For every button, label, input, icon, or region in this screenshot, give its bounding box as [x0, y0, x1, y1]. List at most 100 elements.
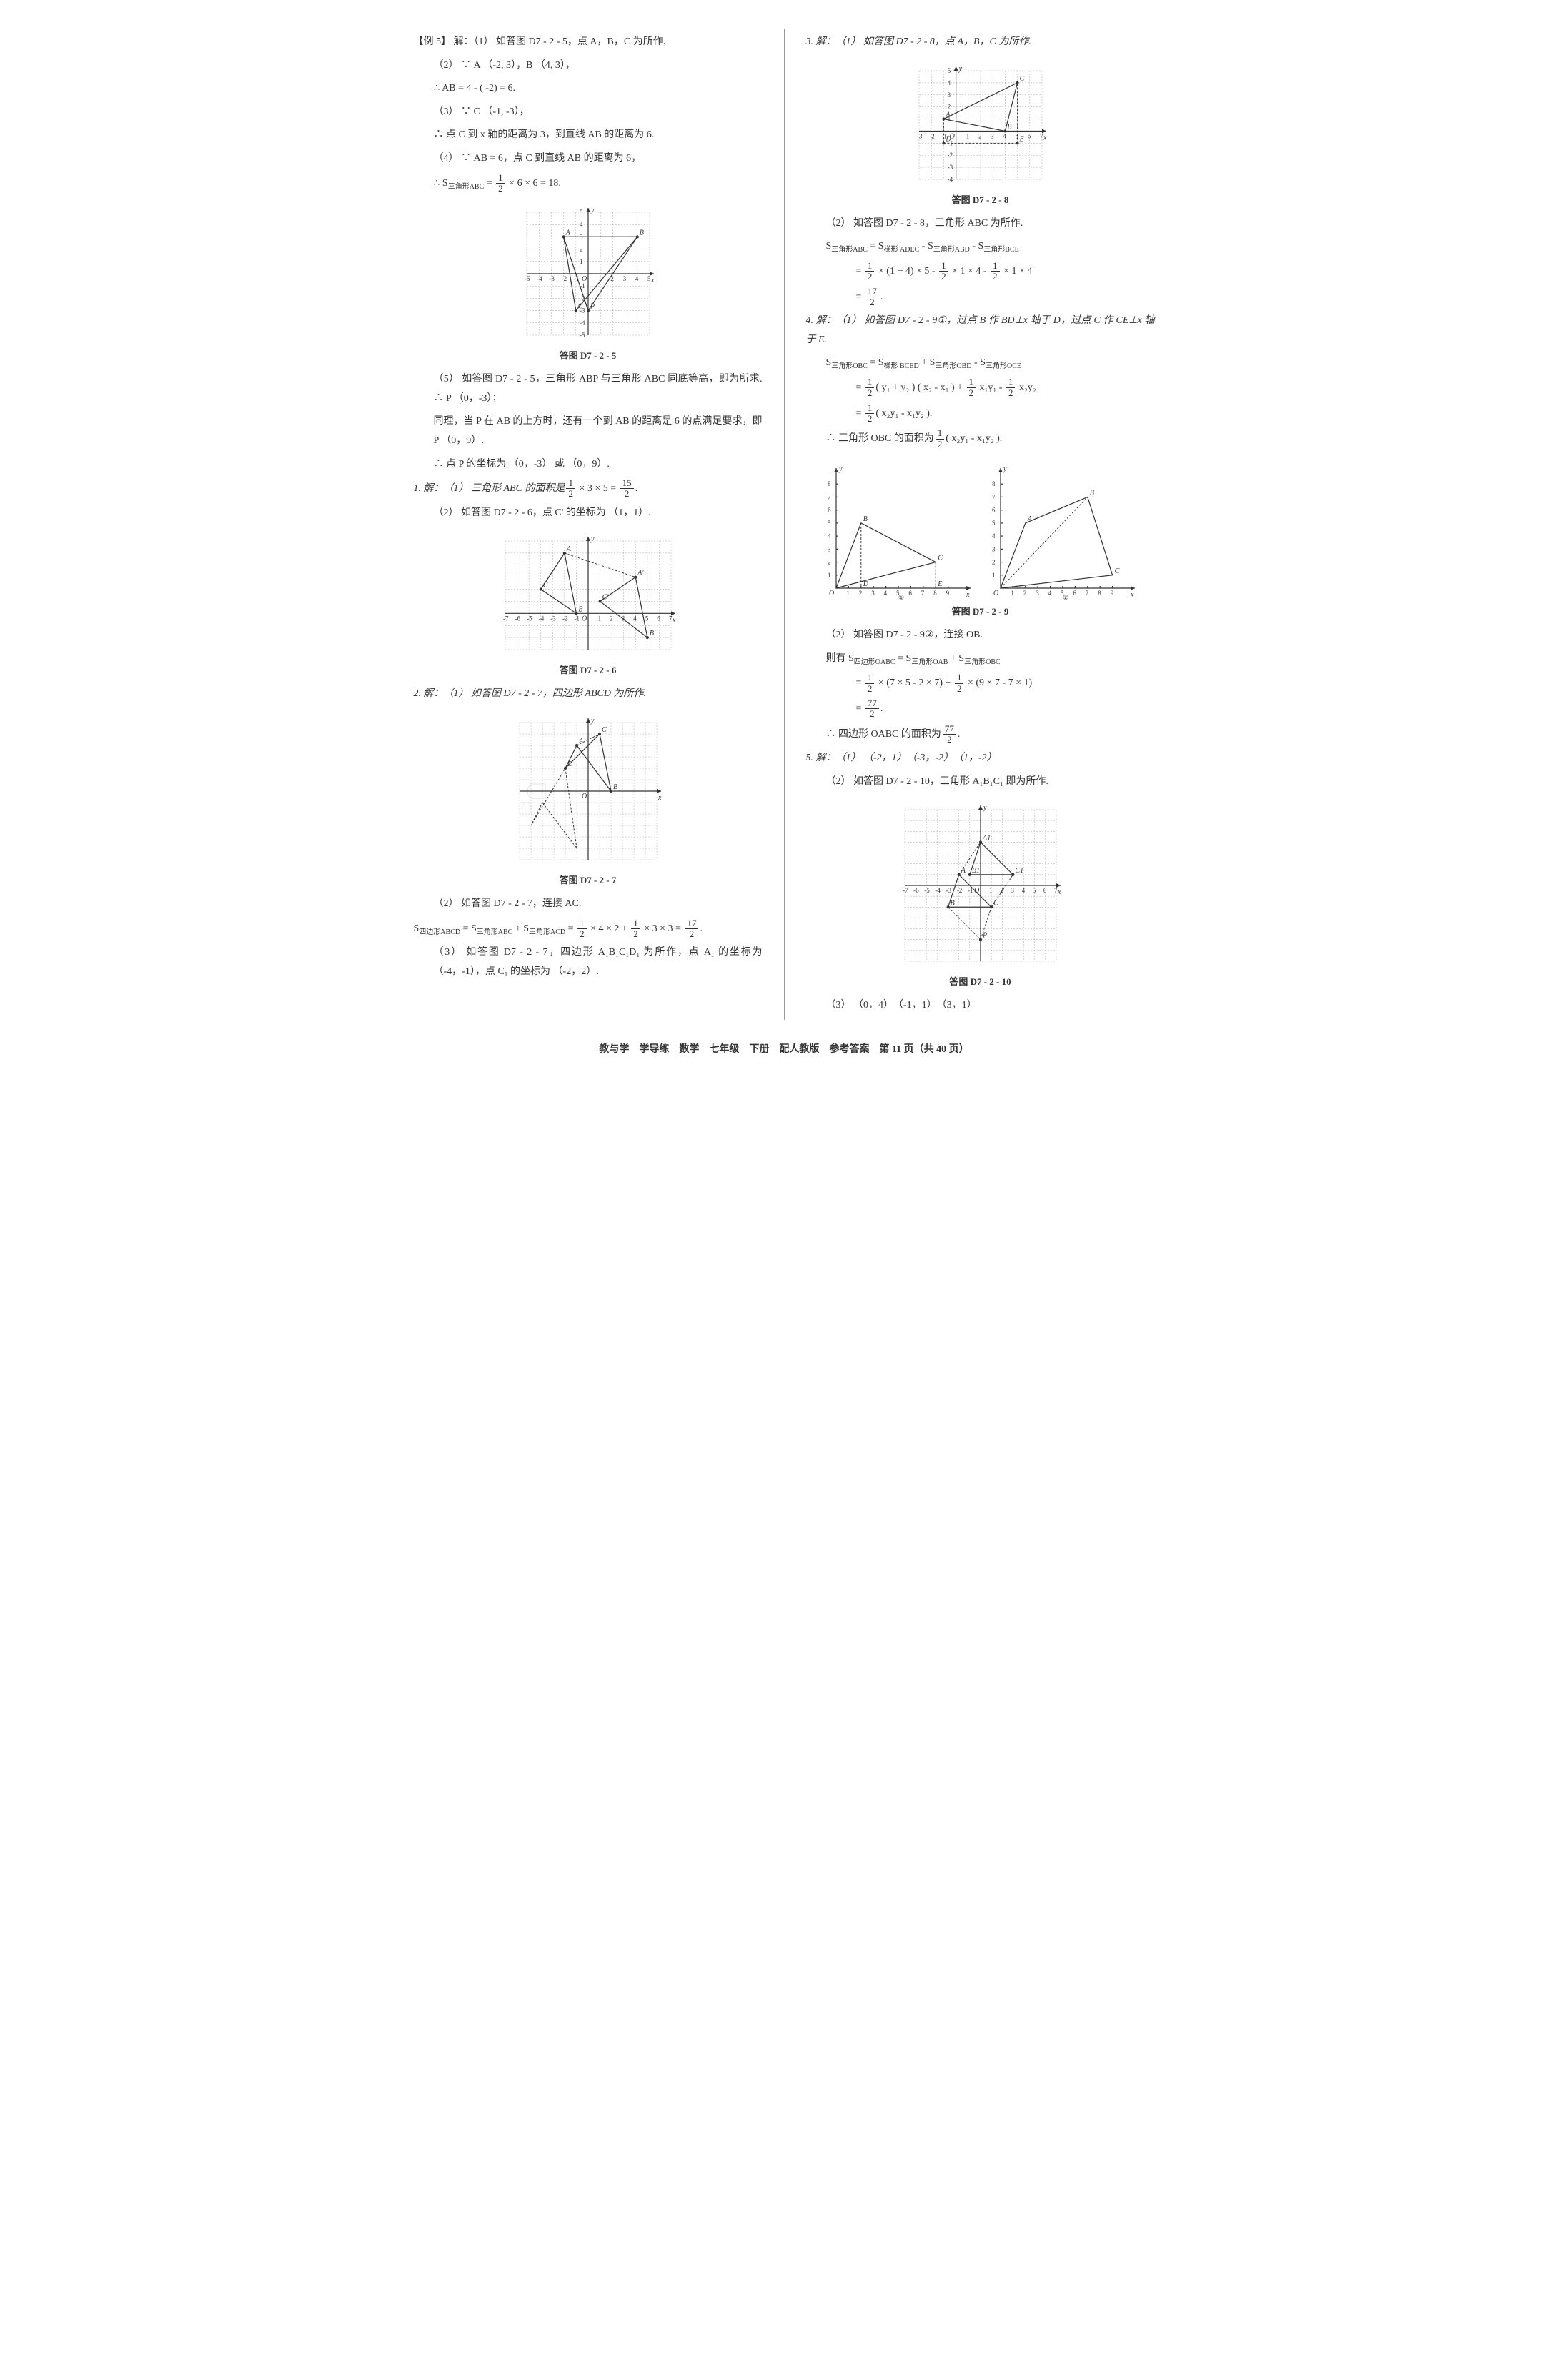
figure-d7-2-8: xyO-3-2-11234567-4-3-2-112345ABCDE 答图 D7… [806, 61, 1155, 206]
svg-text:y: y [1003, 465, 1007, 473]
svg-text:1: 1 [846, 590, 850, 597]
svg-text:4: 4 [828, 532, 831, 540]
svg-text:2: 2 [610, 615, 613, 622]
svg-text:C: C [602, 726, 607, 734]
q3-line2: （2） 如答图 D7 - 2 - 8，三角形 ABC 为所作. [806, 214, 1155, 234]
svg-text:-2: -2 [561, 275, 567, 282]
svg-text:4: 4 [635, 275, 638, 282]
svg-text:O: O [582, 615, 587, 623]
svg-text:E: E [1018, 135, 1023, 143]
svg-text:C1: C1 [1015, 867, 1023, 875]
svg-text:4: 4 [883, 590, 887, 597]
svg-text:2: 2 [1023, 590, 1026, 597]
svg-text:x: x [966, 591, 970, 599]
svg-text:y: y [590, 535, 595, 543]
svg-text:x: x [658, 794, 662, 802]
right-column: 3. 解：（1） 如答图 D7 - 2 - 8，点 A，B，C 为所作. xyO… [806, 29, 1155, 1020]
svg-text:2: 2 [1000, 887, 1003, 894]
svg-text:B: B [613, 783, 617, 791]
svg-text:7: 7 [1054, 887, 1058, 894]
svg-text:B: B [1089, 489, 1093, 497]
svg-text:E: E [937, 580, 942, 588]
svg-text:7: 7 [669, 615, 673, 622]
svg-text:6: 6 [1043, 887, 1046, 894]
svg-text:3: 3 [1036, 590, 1039, 597]
q3-eq3: = 172. [856, 287, 1155, 308]
figure-d7-2-7: xyOABCD zy 答图 D7 - 2 - 7 [414, 713, 763, 886]
svg-text:C: C [1114, 567, 1119, 575]
ex5-line2: （2） ∵ A （-2, 3），B （4, 3）， [414, 56, 763, 76]
fig5-caption: 答图 D7 - 2 - 5 [414, 348, 763, 362]
svg-text:-5: -5 [525, 275, 530, 282]
q4b-eq2: = 12 × (7 × 5 - 2 × 7) + 12 × (9 × 7 - 7… [856, 673, 1155, 694]
svg-text:5: 5 [580, 209, 583, 216]
q1-line1: 1. 解：（1） 三角形 ABC 的面积是12 × 3 × 5 = 152. [414, 478, 763, 500]
ex5-line8: 同理，当 P 在 AB 的上方时，还有一个到 AB 的距离是 6 的点满足要求，… [414, 412, 763, 450]
svg-text:A': A' [637, 570, 644, 577]
ex5-line6: （4） ∵ AB = 6，点 C 到直线 AB 的距离为 6， [414, 149, 763, 169]
svg-text:y: y [590, 207, 595, 214]
svg-text:y: y [838, 465, 843, 473]
fig7-svg: xyOABCD zy [510, 713, 667, 870]
svg-text:2: 2 [992, 558, 996, 565]
text: 1. 解：（1） 三角形 ABC 的面积是 [414, 483, 565, 494]
svg-text:-7: -7 [903, 887, 908, 894]
svg-text:3: 3 [991, 132, 994, 139]
svg-text:8: 8 [1098, 590, 1101, 597]
figure-d7-2-9: 12345678912345678BCDEOxy①123456789123456… [806, 458, 1155, 617]
svg-text:1: 1 [580, 258, 583, 265]
q4b-concl: ∴ 四边形 OABC 的面积为772. [806, 724, 1155, 745]
svg-text:A: A [565, 545, 571, 553]
svg-text:1: 1 [1011, 590, 1014, 597]
svg-text:7: 7 [1085, 590, 1088, 597]
svg-text:B: B [578, 606, 582, 614]
svg-text:5: 5 [947, 67, 951, 74]
fig8-svg: xyO-3-2-11234567-4-3-2-112345ABCDE [909, 61, 1052, 189]
q3-line1: 3. 解：（1） 如答图 D7 - 2 - 8，点 A，B，C 为所作. [806, 33, 1155, 52]
svg-text:B: B [950, 900, 954, 908]
svg-text:5: 5 [647, 275, 651, 282]
ex5-line5: ∴ 点 C 到 x 轴的距离为 3，到直线 AB 的距离为 6. [414, 126, 763, 145]
svg-text:4: 4 [1048, 590, 1051, 597]
svg-text:-2: -2 [956, 887, 962, 894]
svg-text:3: 3 [947, 91, 951, 98]
q5-line3: （3） （0，4） （-1，1） （3，1） [806, 996, 1155, 1016]
svg-text:6: 6 [1027, 132, 1031, 139]
fig8-caption: 答图 D7 - 2 - 8 [806, 192, 1155, 206]
svg-text:2: 2 [828, 558, 831, 565]
svg-text:C: C [542, 582, 547, 590]
svg-text:5: 5 [1015, 132, 1018, 139]
svg-text:-4: -4 [537, 275, 542, 282]
svg-text:5: 5 [828, 520, 831, 527]
q1-line2: （2） 如答图 D7 - 2 - 6，点 C' 的坐标为 （1，1）. [414, 504, 763, 523]
svg-text:y: y [590, 717, 595, 725]
svg-text:A1: A1 [982, 835, 991, 843]
svg-text:x: x [1130, 591, 1134, 599]
svg-text:A: A [565, 229, 570, 237]
fig10-caption: 答图 D7 - 2 - 10 [806, 974, 1155, 988]
svg-text:-2: -2 [947, 152, 953, 159]
svg-text:C: C [938, 554, 943, 562]
column-divider [784, 29, 785, 1020]
q5-line1: 5. 解：（1） （-2，1） （-3，-2） （1，-2） [806, 749, 1155, 768]
svg-text:6: 6 [908, 590, 912, 597]
svg-text:4: 4 [1003, 132, 1006, 139]
svg-text:4: 4 [947, 79, 951, 86]
svg-text:6: 6 [1073, 590, 1076, 597]
fig7-caption: 答图 D7 - 2 - 7 [414, 873, 763, 886]
q5-line2: （2） 如答图 D7 - 2 - 10，三角形 A₁B₁C₁ 即为所作. [806, 773, 1155, 792]
svg-text:3: 3 [992, 545, 996, 552]
q2-line1: 2. 解：（1） 如答图 D7 - 2 - 7，四边形 ABCD 为所作. [414, 685, 763, 704]
svg-text:7: 7 [828, 493, 831, 500]
svg-text:B1: B1 [971, 867, 979, 875]
svg-text:D: D [945, 135, 951, 143]
svg-text:-4: -4 [947, 176, 953, 183]
svg-text:2: 2 [947, 103, 951, 110]
svg-text:4: 4 [580, 221, 583, 228]
svg-text:3: 3 [871, 590, 875, 597]
text: ∴ S [434, 178, 448, 189]
svg-text:-5: -5 [527, 615, 532, 622]
svg-text:B: B [863, 515, 867, 523]
figure-d7-2-6: xyO-7-6-5-4-3-2-11234567ABCA'B'C' 答图 D7 … [414, 531, 763, 676]
svg-text:C: C [1019, 74, 1024, 82]
